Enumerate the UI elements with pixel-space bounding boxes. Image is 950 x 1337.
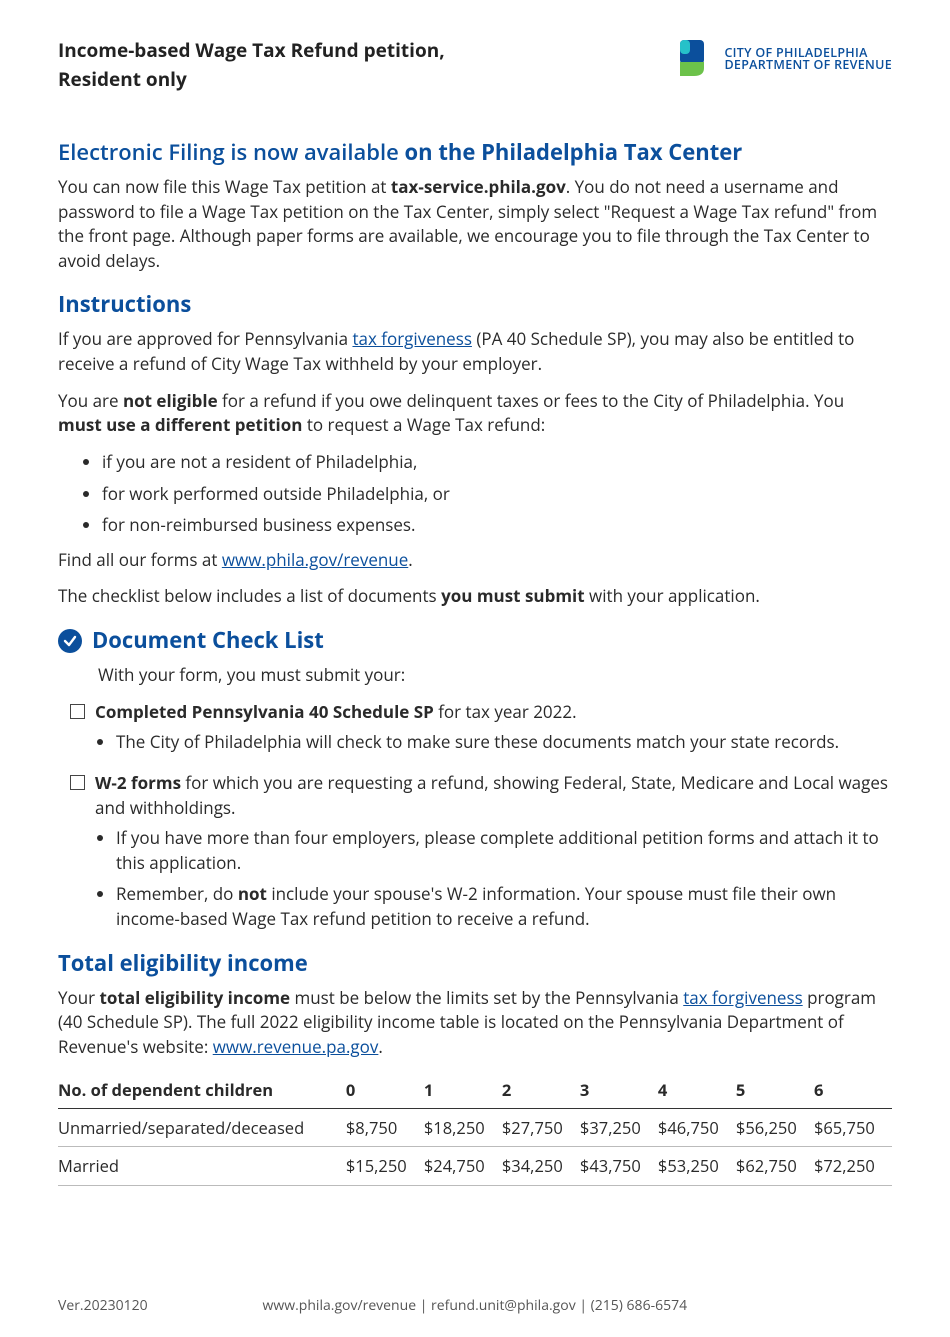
table-cell: $15,250 bbox=[346, 1147, 424, 1186]
col-header: 0 bbox=[346, 1072, 424, 1108]
row-label: Married bbox=[58, 1147, 346, 1186]
col-header: 5 bbox=[736, 1072, 814, 1108]
table-cell: $43,750 bbox=[580, 1147, 658, 1186]
document-title: Income-based Wage Tax Refund petition, R… bbox=[58, 36, 445, 93]
col-header-label: No. of dependent children bbox=[58, 1072, 346, 1108]
list-item: if you are not a resident of Philadelphi… bbox=[102, 450, 892, 475]
table-cell: $24,750 bbox=[424, 1147, 502, 1186]
list-item: Remember, do not include your spouse's W… bbox=[116, 882, 892, 931]
checklist-item2-subbullets: If you have more than four employers, pl… bbox=[58, 826, 892, 932]
title-line-1: Income-based Wage Tax Refund petition, bbox=[58, 37, 445, 63]
eligibility-section: Total eligibility income Your total elig… bbox=[58, 948, 892, 1187]
checkbox-icon[interactable] bbox=[70, 704, 85, 719]
table-row: Unmarried/separated/deceased $8,750 $18,… bbox=[58, 1108, 892, 1147]
philadelphia-logo-icon bbox=[670, 36, 716, 82]
table-cell: $65,750 bbox=[814, 1108, 892, 1147]
checklist-item-schedule-sp: Completed Pennsylvania 40 Schedule SP fo… bbox=[58, 700, 892, 725]
table-cell: $34,250 bbox=[502, 1147, 580, 1186]
table-cell: $37,250 bbox=[580, 1108, 658, 1147]
list-item: for non-reimbursed business expenses. bbox=[102, 513, 892, 538]
header: Income-based Wage Tax Refund petition, R… bbox=[58, 36, 892, 93]
instructions-p2: You are not eligible for a refund if you… bbox=[58, 389, 892, 438]
list-item: The City of Philadelphia will check to m… bbox=[116, 730, 892, 755]
list-item: for work performed outside Philadelphia,… bbox=[102, 482, 892, 507]
page-footer: Ver.20230120 www.phila.gov/revenue | ref… bbox=[58, 1296, 892, 1316]
row-label: Unmarried/separated/deceased bbox=[58, 1108, 346, 1147]
col-header: 2 bbox=[502, 1072, 580, 1108]
forms-link-line: Find all our forms at www.phila.gov/reve… bbox=[58, 548, 892, 573]
footer-contact: www.phila.gov/revenue | refund.unit@phil… bbox=[148, 1296, 802, 1316]
instructions-section: Instructions If you are approved for Pen… bbox=[58, 289, 892, 609]
org-logo-block: CITY OF PHILADELPHIA DEPARTMENT OF REVEN… bbox=[670, 36, 892, 82]
instructions-bullets: if you are not a resident of Philadelphi… bbox=[58, 450, 892, 538]
version-label: Ver.20230120 bbox=[58, 1296, 148, 1316]
org-name: CITY OF PHILADELPHIA DEPARTMENT OF REVEN… bbox=[724, 47, 892, 72]
col-header: 1 bbox=[424, 1072, 502, 1108]
tax-forgiveness-link[interactable]: tax forgiveness bbox=[352, 327, 471, 350]
table-cell: $27,750 bbox=[502, 1108, 580, 1147]
checkbox-icon[interactable] bbox=[70, 775, 85, 790]
checklist-intro-text: With your form, you must submit your: bbox=[58, 663, 892, 688]
col-header: 6 bbox=[814, 1072, 892, 1108]
table-cell: $18,250 bbox=[424, 1108, 502, 1147]
org-line-2: DEPARTMENT OF REVENUE bbox=[724, 59, 892, 72]
table-cell: $8,750 bbox=[346, 1108, 424, 1147]
checklist-section: Document Check List With your form, you … bbox=[58, 625, 892, 932]
efile-body: You can now file this Wage Tax petition … bbox=[58, 175, 892, 274]
eligibility-income-table: No. of dependent children 0 1 2 3 4 5 6 … bbox=[58, 1072, 892, 1187]
table-cell: $53,250 bbox=[658, 1147, 736, 1186]
table-header-row: No. of dependent children 0 1 2 3 4 5 6 bbox=[58, 1072, 892, 1108]
eligibility-body: Your total eligibility income must be be… bbox=[58, 986, 892, 1060]
checklist-heading: Document Check List bbox=[58, 625, 892, 657]
checklist-item1-subbullets: The City of Philadelphia will check to m… bbox=[58, 730, 892, 755]
title-line-2: Resident only bbox=[58, 66, 187, 92]
checklist-intro: The checklist below includes a list of d… bbox=[58, 584, 892, 609]
instructions-heading: Instructions bbox=[58, 289, 892, 321]
col-header: 4 bbox=[658, 1072, 736, 1108]
phila-revenue-link[interactable]: www.phila.gov/revenue bbox=[222, 548, 408, 571]
table-row: Married $15,250 $24,750 $34,250 $43,750 … bbox=[58, 1147, 892, 1186]
eligibility-heading: Total eligibility income bbox=[58, 948, 892, 980]
list-item: If you have more than four employers, pl… bbox=[116, 826, 892, 875]
efile-heading: Electronic Filing is now available on th… bbox=[58, 137, 892, 169]
checkmark-circle-icon bbox=[58, 629, 82, 653]
table-cell: $56,250 bbox=[736, 1108, 814, 1147]
table-cell: $46,750 bbox=[658, 1108, 736, 1147]
efile-section: Electronic Filing is now available on th… bbox=[58, 137, 892, 273]
table-cell: $72,250 bbox=[814, 1147, 892, 1186]
checklist-item-w2: W-2 forms for which you are requesting a… bbox=[58, 771, 892, 820]
col-header: 3 bbox=[580, 1072, 658, 1108]
instructions-p1: If you are approved for Pennsylvania tax… bbox=[58, 327, 892, 376]
pa-revenue-link[interactable]: www.revenue.pa.gov bbox=[213, 1035, 379, 1058]
table-cell: $62,750 bbox=[736, 1147, 814, 1186]
tax-forgiveness-link-2[interactable]: tax forgiveness bbox=[683, 986, 802, 1009]
